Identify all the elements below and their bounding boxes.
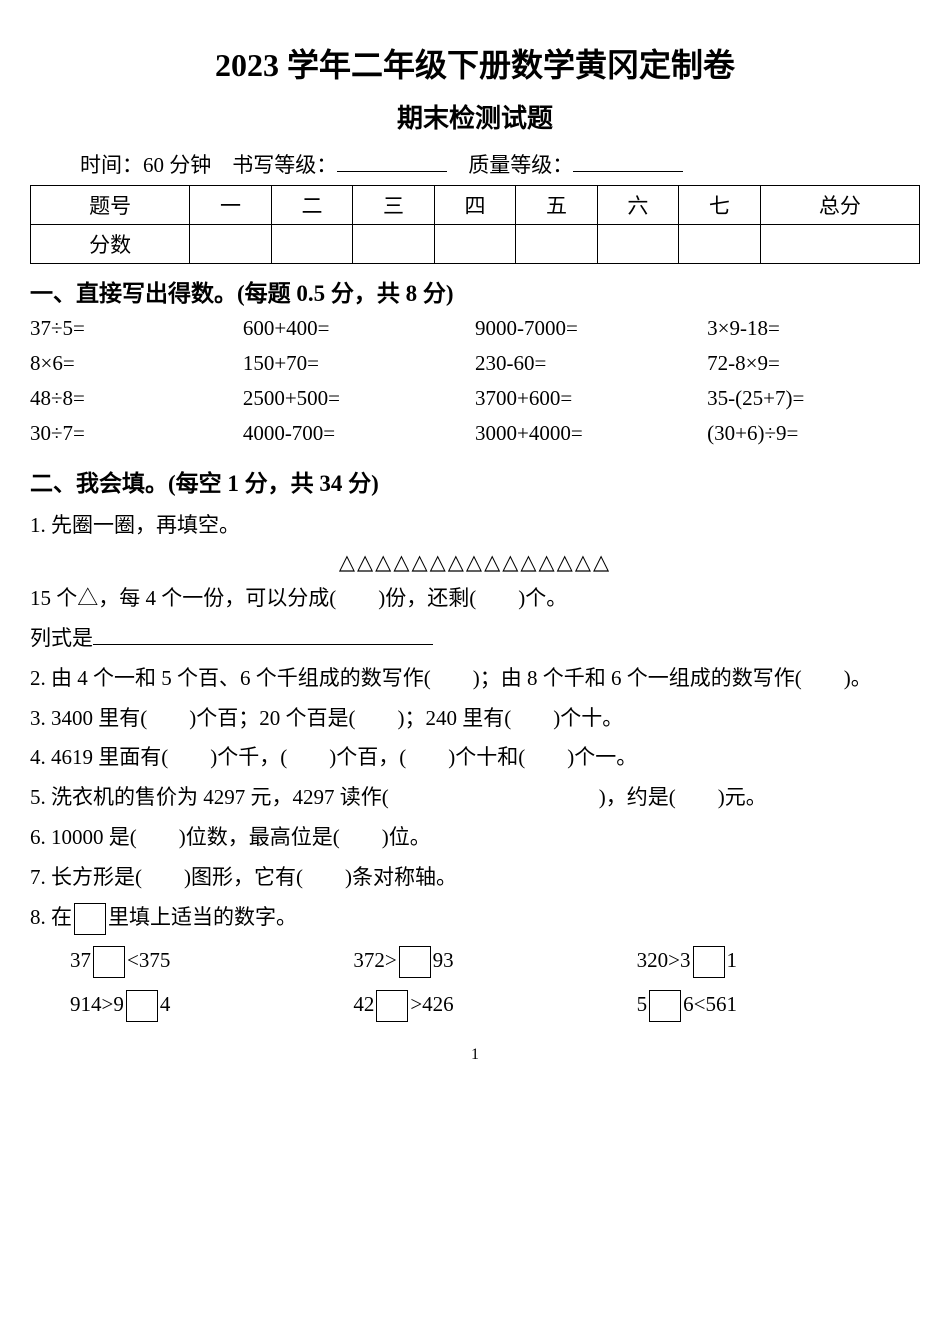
arith-item: 72-8×9= bbox=[707, 351, 920, 376]
arith-item: 48÷8= bbox=[30, 386, 243, 411]
fill-box bbox=[376, 990, 408, 1022]
arith-item: 30÷7= bbox=[30, 421, 243, 446]
q1-intro: 1. 先圈一圈，再填空。 bbox=[30, 506, 920, 546]
score-cell bbox=[271, 225, 352, 264]
table-row: 分数 bbox=[31, 225, 920, 264]
arith-item: 4000-700= bbox=[243, 421, 475, 446]
subtitle: 期末检测试题 bbox=[30, 98, 920, 135]
arith-item: 600+400= bbox=[243, 316, 475, 341]
fill-text: 320>3 bbox=[637, 948, 691, 972]
q6: 6. 10000 是( )位数，最高位是( )位。 bbox=[30, 818, 920, 858]
arith-item: 2500+500= bbox=[243, 386, 475, 411]
info-line: 时间：60 分钟 书写等级： 质量等级： bbox=[30, 149, 920, 179]
arith-item: 9000-7000= bbox=[475, 316, 707, 341]
score-cell bbox=[434, 225, 515, 264]
arith-item: 35-(25+7)= bbox=[707, 386, 920, 411]
header-cell: 题号 bbox=[31, 186, 190, 225]
fill-item: 42 >426 bbox=[353, 982, 636, 1026]
header-cell: 六 bbox=[597, 186, 678, 225]
fill-box bbox=[126, 990, 158, 1022]
q2: 2. 由 4 个一和 5 个百、6 个千组成的数写作( )；由 8 个千和 6 … bbox=[30, 659, 920, 699]
fill-text: 4 bbox=[160, 992, 171, 1016]
quality-blank bbox=[573, 150, 683, 172]
q8-text-a: 8. 在 bbox=[30, 905, 72, 929]
header-cell: 二 bbox=[271, 186, 352, 225]
page-number: 1 bbox=[30, 1046, 920, 1064]
fill-text: 6<561 bbox=[683, 992, 737, 1016]
writing-grade-label: 书写等级： bbox=[232, 153, 337, 177]
fill-text: 372> bbox=[353, 948, 396, 972]
score-cell bbox=[597, 225, 678, 264]
fill-text: 93 bbox=[433, 948, 454, 972]
arith-item: (30+6)÷9= bbox=[707, 421, 920, 446]
score-label-cell: 分数 bbox=[31, 225, 190, 264]
fill-item: 320>3 1 bbox=[637, 938, 920, 982]
quality-grade-label: 质量等级： bbox=[468, 153, 573, 177]
score-cell bbox=[679, 225, 760, 264]
q1-expr-blank bbox=[93, 623, 433, 645]
q5: 5. 洗衣机的售价为 4297 元，4297 读作( )，约是( )元。 bbox=[30, 778, 920, 818]
arith-item: 37÷5= bbox=[30, 316, 243, 341]
arith-item: 230-60= bbox=[475, 351, 707, 376]
arithmetic-grid: 37÷5= 600+400= 9000-7000= 3×9-18= 8×6= 1… bbox=[30, 316, 920, 446]
fill-text: >426 bbox=[410, 992, 453, 1016]
q1-expr-label: 列式是 bbox=[30, 626, 93, 650]
fill-box bbox=[93, 946, 125, 978]
header-cell: 一 bbox=[190, 186, 271, 225]
score-table: 题号 一 二 三 四 五 六 七 总分 分数 bbox=[30, 185, 920, 264]
header-cell: 五 bbox=[516, 186, 597, 225]
main-title: 2023 学年二年级下册数学黄冈定制卷 bbox=[30, 40, 920, 86]
q8: 8. 在 里填上适当的数字。 bbox=[30, 898, 920, 938]
arith-item: 3×9-18= bbox=[707, 316, 920, 341]
score-cell bbox=[190, 225, 271, 264]
fill-text: 1 bbox=[727, 948, 738, 972]
fill-text: 5 bbox=[637, 992, 648, 1016]
score-cell bbox=[516, 225, 597, 264]
time-label: 时间：60 分钟 bbox=[80, 153, 211, 177]
fill-row-1: 37 <375 372> 93 320>3 1 bbox=[30, 938, 920, 982]
fill-box bbox=[74, 903, 106, 935]
fill-item: 5 6<561 bbox=[637, 982, 920, 1026]
header-cell: 三 bbox=[353, 186, 434, 225]
score-cell bbox=[760, 225, 919, 264]
q1-expr: 列式是 bbox=[30, 619, 920, 659]
q4: 4. 4619 里面有( )个千，( )个百，( )个十和( )个一。 bbox=[30, 738, 920, 778]
fill-item: 914>9 4 bbox=[70, 982, 353, 1026]
arith-item: 3700+600= bbox=[475, 386, 707, 411]
q8-text-b: 里填上适当的数字。 bbox=[108, 905, 297, 929]
triangles-row: △△△△△△△△△△△△△△△ bbox=[30, 550, 920, 575]
fill-row-2: 914>9 4 42 >426 5 6<561 bbox=[30, 982, 920, 1026]
fill-box bbox=[399, 946, 431, 978]
header-cell: 总分 bbox=[760, 186, 919, 225]
fill-text: 42 bbox=[353, 992, 374, 1016]
header-cell: 七 bbox=[679, 186, 760, 225]
arith-item: 3000+4000= bbox=[475, 421, 707, 446]
header-cell: 四 bbox=[434, 186, 515, 225]
table-row: 题号 一 二 三 四 五 六 七 总分 bbox=[31, 186, 920, 225]
fill-text: 37 bbox=[70, 948, 91, 972]
arith-item: 150+70= bbox=[243, 351, 475, 376]
section2-heading: 二、我会填。(每空 1 分，共 34 分) bbox=[30, 464, 920, 498]
fill-text: 914>9 bbox=[70, 992, 124, 1016]
fill-item: 37 <375 bbox=[70, 938, 353, 982]
arith-item: 8×6= bbox=[30, 351, 243, 376]
fill-item: 372> 93 bbox=[353, 938, 636, 982]
writing-blank bbox=[337, 150, 447, 172]
fill-box bbox=[693, 946, 725, 978]
score-cell bbox=[353, 225, 434, 264]
fill-box bbox=[649, 990, 681, 1022]
q3: 3. 3400 里有( )个百；20 个百是( )；240 里有( )个十。 bbox=[30, 699, 920, 739]
section1-heading: 一、直接写出得数。(每题 0.5 分，共 8 分) bbox=[30, 274, 920, 308]
fill-text: <375 bbox=[127, 948, 170, 972]
q1-text: 15 个△，每 4 个一份，可以分成( )份，还剩( )个。 bbox=[30, 579, 920, 619]
q7: 7. 长方形是( )图形，它有( )条对称轴。 bbox=[30, 858, 920, 898]
